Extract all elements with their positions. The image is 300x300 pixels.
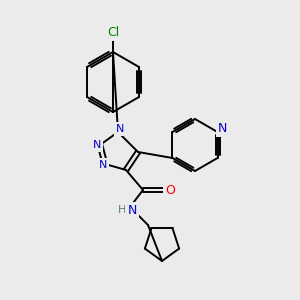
Text: N: N — [127, 203, 137, 217]
Text: O: O — [165, 184, 175, 196]
Text: Cl: Cl — [107, 26, 119, 40]
Text: N: N — [93, 140, 101, 150]
Text: H: H — [118, 205, 126, 215]
Text: N: N — [116, 124, 124, 134]
Text: N: N — [99, 160, 107, 170]
Text: N: N — [218, 122, 227, 136]
